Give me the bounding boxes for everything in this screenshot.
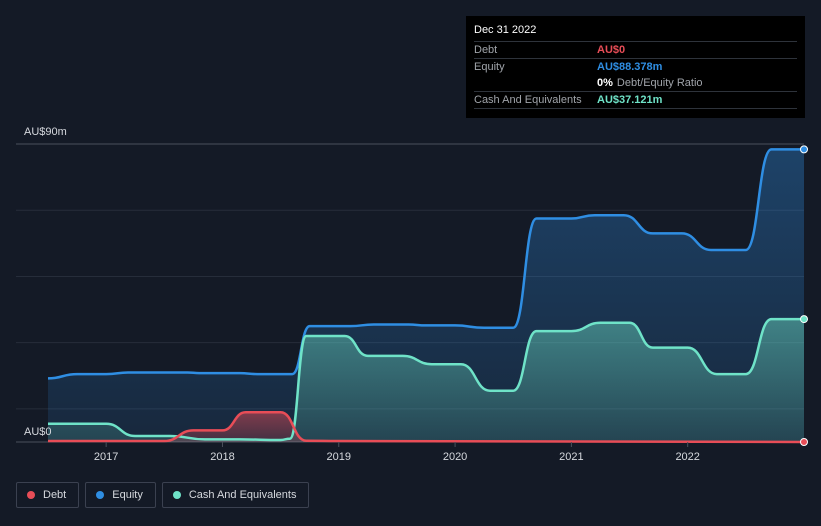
tooltip-ratio-value: 0% xyxy=(597,77,613,89)
tooltip-panel: Dec 31 2022 Debt AU$0 Equity AU$88.378m … xyxy=(466,16,805,118)
series-areas xyxy=(48,149,804,442)
debt-area xyxy=(48,412,804,442)
tooltip-debt-value: AU$0 xyxy=(597,44,626,56)
cash-and-equivalents-end-marker xyxy=(800,315,808,324)
tooltip-date: Dec 31 2022 xyxy=(474,24,537,36)
y-axis-bottom-label: AU$0 xyxy=(24,426,52,438)
equity-line xyxy=(47,148,804,380)
legend-item-debt[interactable]: Debt xyxy=(16,482,80,508)
debt-dot-icon xyxy=(27,491,35,499)
cash-and-equivalents-line xyxy=(48,317,804,442)
end-markers xyxy=(800,145,808,446)
legend-cash-label: Cash And Equivalents xyxy=(188,489,297,501)
series-lines xyxy=(47,148,805,444)
tooltip-ratio-spacer xyxy=(474,75,597,91)
legend-debt-label: Debt xyxy=(43,489,67,501)
tooltip-row-ratio: 0% Debt/Equity Ratio xyxy=(474,75,797,91)
tooltip-row-equity: Equity AU$88.378m xyxy=(474,58,797,75)
chart-legend: Debt Equity Cash And Equivalents xyxy=(16,482,310,508)
x-axis-ticks: 2017 2018 2019 2020 2021 2022 xyxy=(94,442,700,463)
tooltip-row-cash: Cash And Equivalents AU$37.121m xyxy=(474,91,797,109)
cash-and-equivalents-area xyxy=(48,319,804,442)
tooltip-ratio-label: Debt/Equity Ratio xyxy=(616,77,703,89)
x-tick-label-2019: 2019 xyxy=(327,451,351,463)
debt-end-marker xyxy=(800,438,808,446)
y-axis-top-label: AU$90m xyxy=(24,126,67,138)
tooltip-equity-value: AU$88.378m xyxy=(597,61,663,73)
x-tick-label-2018: 2018 xyxy=(210,451,234,463)
tooltip-row-debt: Debt AU$0 xyxy=(474,41,797,58)
x-tick-label-2021: 2021 xyxy=(559,451,583,463)
equity-end-marker xyxy=(800,145,808,154)
x-tick-label-2017: 2017 xyxy=(94,451,118,463)
cash-dot-icon xyxy=(172,491,181,499)
tooltip-cash-label: Cash And Equivalents xyxy=(474,94,582,106)
equity-dot-icon xyxy=(96,491,105,499)
debt-line xyxy=(48,410,805,444)
legend-item-equity[interactable]: Equity xyxy=(85,482,156,508)
legend-equity-label: Equity xyxy=(112,489,143,501)
tooltip-cash-value: AU$37.121m xyxy=(597,94,663,106)
tooltip-equity-label: Equity xyxy=(474,61,505,73)
legend-item-cash[interactable]: Cash And Equivalents xyxy=(161,482,310,508)
tooltip-debt-label: Debt xyxy=(474,44,498,56)
x-tick-label-2020: 2020 xyxy=(443,451,467,463)
x-tick-label-2022: 2022 xyxy=(675,451,699,463)
